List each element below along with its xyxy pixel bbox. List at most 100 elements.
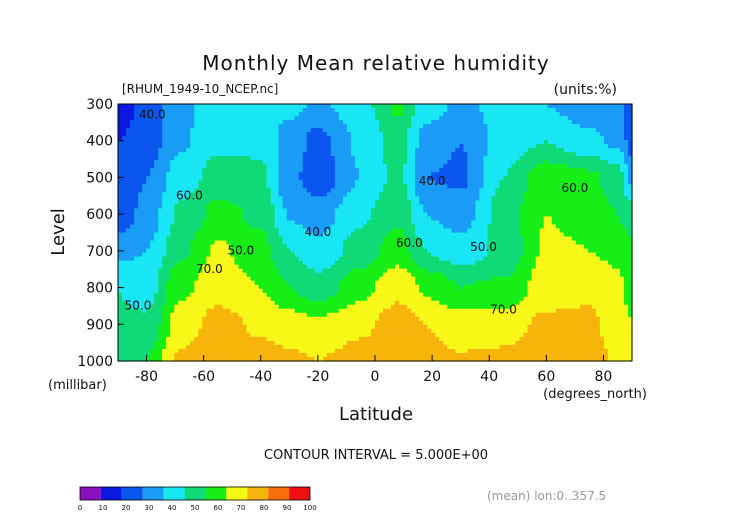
field-cell (623, 220, 629, 226)
field-cell (479, 140, 485, 145)
field-cell (358, 252, 364, 258)
field-cell (322, 128, 328, 133)
field-cell (403, 240, 408, 246)
field-cell (519, 164, 525, 169)
field-cell (551, 184, 557, 189)
field-cell (415, 252, 420, 258)
field-cell (186, 164, 191, 169)
field-cell (314, 132, 320, 137)
field-cell (375, 200, 380, 205)
field-cell (407, 184, 412, 189)
field-cell (322, 108, 328, 113)
field-cell (607, 204, 613, 210)
field-cell (395, 216, 400, 222)
field-cell (338, 116, 344, 121)
field-cell (174, 252, 179, 258)
field-cell (387, 220, 392, 226)
field-cell (407, 120, 412, 125)
field-cell (595, 140, 601, 145)
field-cell (527, 104, 533, 109)
field-cell (150, 244, 155, 250)
field-cell (354, 236, 360, 242)
field-cell (366, 236, 372, 242)
field-cell (330, 108, 336, 113)
field-cell (286, 164, 292, 169)
field-cell (427, 204, 432, 210)
field-cell (483, 244, 489, 250)
field-cell (282, 224, 288, 230)
field-cell (146, 108, 151, 113)
field-cell (399, 196, 404, 201)
field-cell (459, 168, 464, 173)
field-cell (575, 212, 581, 218)
field-cell (178, 164, 183, 169)
field-cell (595, 192, 601, 197)
field-cell (266, 252, 272, 258)
field-cell (222, 252, 228, 258)
field-cell (519, 236, 525, 242)
field-cell (246, 200, 252, 205)
field-cell (507, 152, 513, 157)
field-cell (503, 160, 509, 165)
field-cell (354, 172, 360, 177)
field-cell (387, 228, 392, 234)
field-cell (230, 160, 236, 165)
field-cell (491, 116, 497, 121)
field-cell (154, 176, 159, 181)
field-cell (338, 188, 344, 193)
field-cell (535, 200, 541, 205)
field-cell (294, 124, 300, 129)
field-cell (543, 124, 549, 129)
field-cell (415, 192, 420, 197)
field-cell (459, 152, 464, 157)
field-cell (286, 112, 292, 117)
field-cell (479, 172, 485, 177)
field-cell (463, 232, 468, 238)
field-cell (278, 176, 284, 181)
field-cell (126, 208, 131, 214)
field-cell (571, 224, 577, 230)
field-cell (214, 240, 219, 246)
field-cell (158, 144, 163, 149)
field-cell (391, 188, 396, 193)
field-cell (158, 172, 163, 177)
field-cell (254, 248, 260, 254)
field-cell (507, 148, 513, 153)
field-cell (519, 112, 525, 117)
field-cell (399, 224, 404, 230)
field-cell (222, 188, 228, 193)
field-cell (342, 104, 348, 109)
field-cell (122, 232, 127, 238)
field-cell (138, 204, 143, 210)
field-cell (487, 120, 493, 125)
field-cell (170, 208, 175, 214)
field-cell (623, 228, 629, 234)
field-cell (427, 244, 432, 250)
field-cell (362, 232, 368, 238)
field-cell (294, 140, 300, 145)
field-cell (170, 188, 175, 193)
field-cell (583, 160, 589, 165)
field-cell (366, 252, 372, 258)
field-cell (443, 136, 448, 141)
field-cell (447, 104, 452, 109)
field-cell (258, 164, 264, 169)
field-cell (435, 232, 440, 238)
field-cell (567, 128, 573, 133)
field-cell (407, 108, 412, 113)
field-cell (595, 152, 601, 157)
field-cell (250, 204, 256, 210)
field-cell (439, 204, 444, 210)
field-cell (338, 196, 344, 201)
field-cell (218, 244, 224, 250)
field-cell (270, 232, 276, 238)
field-cell (547, 236, 553, 242)
field-cell (411, 224, 416, 230)
field-cell (523, 156, 529, 161)
field-cell (342, 176, 348, 181)
field-cell (202, 200, 207, 205)
field-cell (270, 252, 276, 258)
field-cell (563, 196, 569, 201)
field-cell (583, 252, 589, 258)
field-cell (150, 132, 155, 137)
